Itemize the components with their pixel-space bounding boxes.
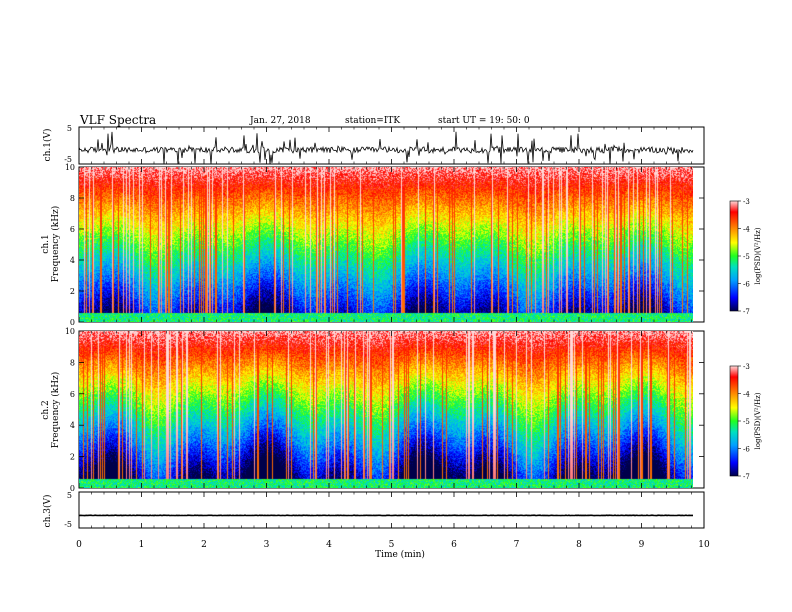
colorbar-tick-label: -6	[743, 446, 750, 454]
ch2-spectrogram-panel: 0 2 4 6 8 10 ch.2 Frequency (kHz)	[41, 327, 705, 493]
time-tick-label: 9	[639, 540, 645, 550]
start-time-label: start UT = 19: 50: 0	[438, 116, 530, 126]
colorbar-2-ticks: -3 -4 -5 -6 -7	[738, 363, 750, 481]
date-label: Jan. 27, 2018	[249, 116, 311, 126]
ch3-ytick-bottom: -5	[64, 520, 72, 529]
freq-tick-label: 0	[70, 484, 75, 493]
freq-tick-label: 2	[70, 287, 75, 296]
colorbar-tick-label: -3	[743, 198, 750, 206]
time-tick-label: 3	[264, 540, 270, 550]
ch2-spec-ylabel-2: Frequency (kHz)	[50, 372, 61, 449]
ch1-freq-ticks: 0 2 4 6 8 10	[65, 163, 704, 327]
colorbar-1-label: log(PSD)(V²/Hz)	[754, 227, 762, 284]
colorbar-2-label: log(PSD)(V²/Hz)	[754, 392, 762, 449]
ch2-spectrogram-image	[79, 331, 693, 488]
colorbar-1-gradient	[729, 200, 739, 312]
ch2-spec-ylabel-1: ch.2	[41, 400, 51, 419]
ch1-spectrogram-panel: 0 2 4 6 8 10 ch.1 Frequency (kHz)	[41, 163, 705, 327]
colorbar-1-ticks: -3 -4 -5 -6 -7	[738, 198, 750, 316]
ch2-freq-ticks: 0 2 4 6 8 10	[65, 327, 704, 493]
ch1-waveform-panel: 5 -5 ch.1(V)	[42, 124, 705, 165]
figure-title: VLF Spectra	[79, 113, 156, 127]
time-tick-label: 4	[326, 540, 332, 550]
colorbar-tick-label: -7	[743, 473, 750, 481]
colorbar-tick-label: -5	[743, 253, 750, 261]
freq-tick-label: 0	[70, 318, 75, 327]
freq-tick-label: 10	[65, 163, 75, 172]
colorbar-tick-label: -5	[743, 418, 750, 426]
colorbar-2: -3 -4 -5 -6 -7 log(PSD)(V²/Hz)	[729, 363, 762, 481]
ch1-ytick-top: 5	[67, 124, 72, 133]
freq-tick-label: 8	[70, 358, 75, 367]
time-tick-label: 2	[201, 540, 207, 550]
colorbar-1: -3 -4 -5 -6 -7 log(PSD)(V²/Hz)	[729, 198, 762, 316]
ch1-spec-ylabel-2: Frequency (kHz)	[50, 206, 61, 283]
colorbar-tick-label: -3	[743, 363, 750, 371]
colorbar-2-gradient	[729, 365, 739, 477]
colorbar-tick-label: -6	[743, 281, 750, 289]
freq-tick-label: 2	[70, 453, 75, 462]
freq-tick-label: 4	[70, 256, 75, 265]
freq-tick-label: 4	[70, 421, 75, 430]
colorbar-tick-label: -4	[743, 391, 750, 399]
ch1-waveform-trace	[78, 131, 694, 165]
freq-tick-label: 6	[70, 225, 75, 234]
ch1-spectrogram-image	[79, 167, 693, 322]
time-tick-label: 1	[139, 540, 145, 550]
time-tick-label: 6	[451, 540, 457, 550]
freq-tick-label: 8	[70, 194, 75, 203]
station-label: station=ITK	[345, 116, 400, 126]
time-tick-label: 5	[389, 540, 395, 550]
time-tick-label: 10	[698, 540, 710, 550]
colorbar-tick-label: -4	[743, 226, 750, 234]
ch3-ylabel: ch.3(V)	[42, 495, 53, 528]
freq-tick-label: 10	[65, 327, 75, 336]
freq-tick-label: 6	[70, 390, 75, 399]
time-axis-label: Time (min)	[375, 549, 425, 560]
ch1-ylabel: ch.1(V)	[42, 129, 53, 162]
time-tick-label: 0	[76, 540, 82, 550]
time-axis: 0 1 2 3 4 5 6 7 8 9 10	[76, 127, 710, 550]
ch1-spec-ylabel-1: ch.1	[41, 234, 51, 253]
colorbar-tick-label: -7	[743, 308, 750, 316]
ch3-ytick-top: 5	[67, 491, 72, 500]
ch1-ytick-bottom: -5	[64, 155, 72, 164]
time-tick-label: 8	[576, 540, 582, 550]
time-tick-label: 7	[514, 540, 520, 550]
